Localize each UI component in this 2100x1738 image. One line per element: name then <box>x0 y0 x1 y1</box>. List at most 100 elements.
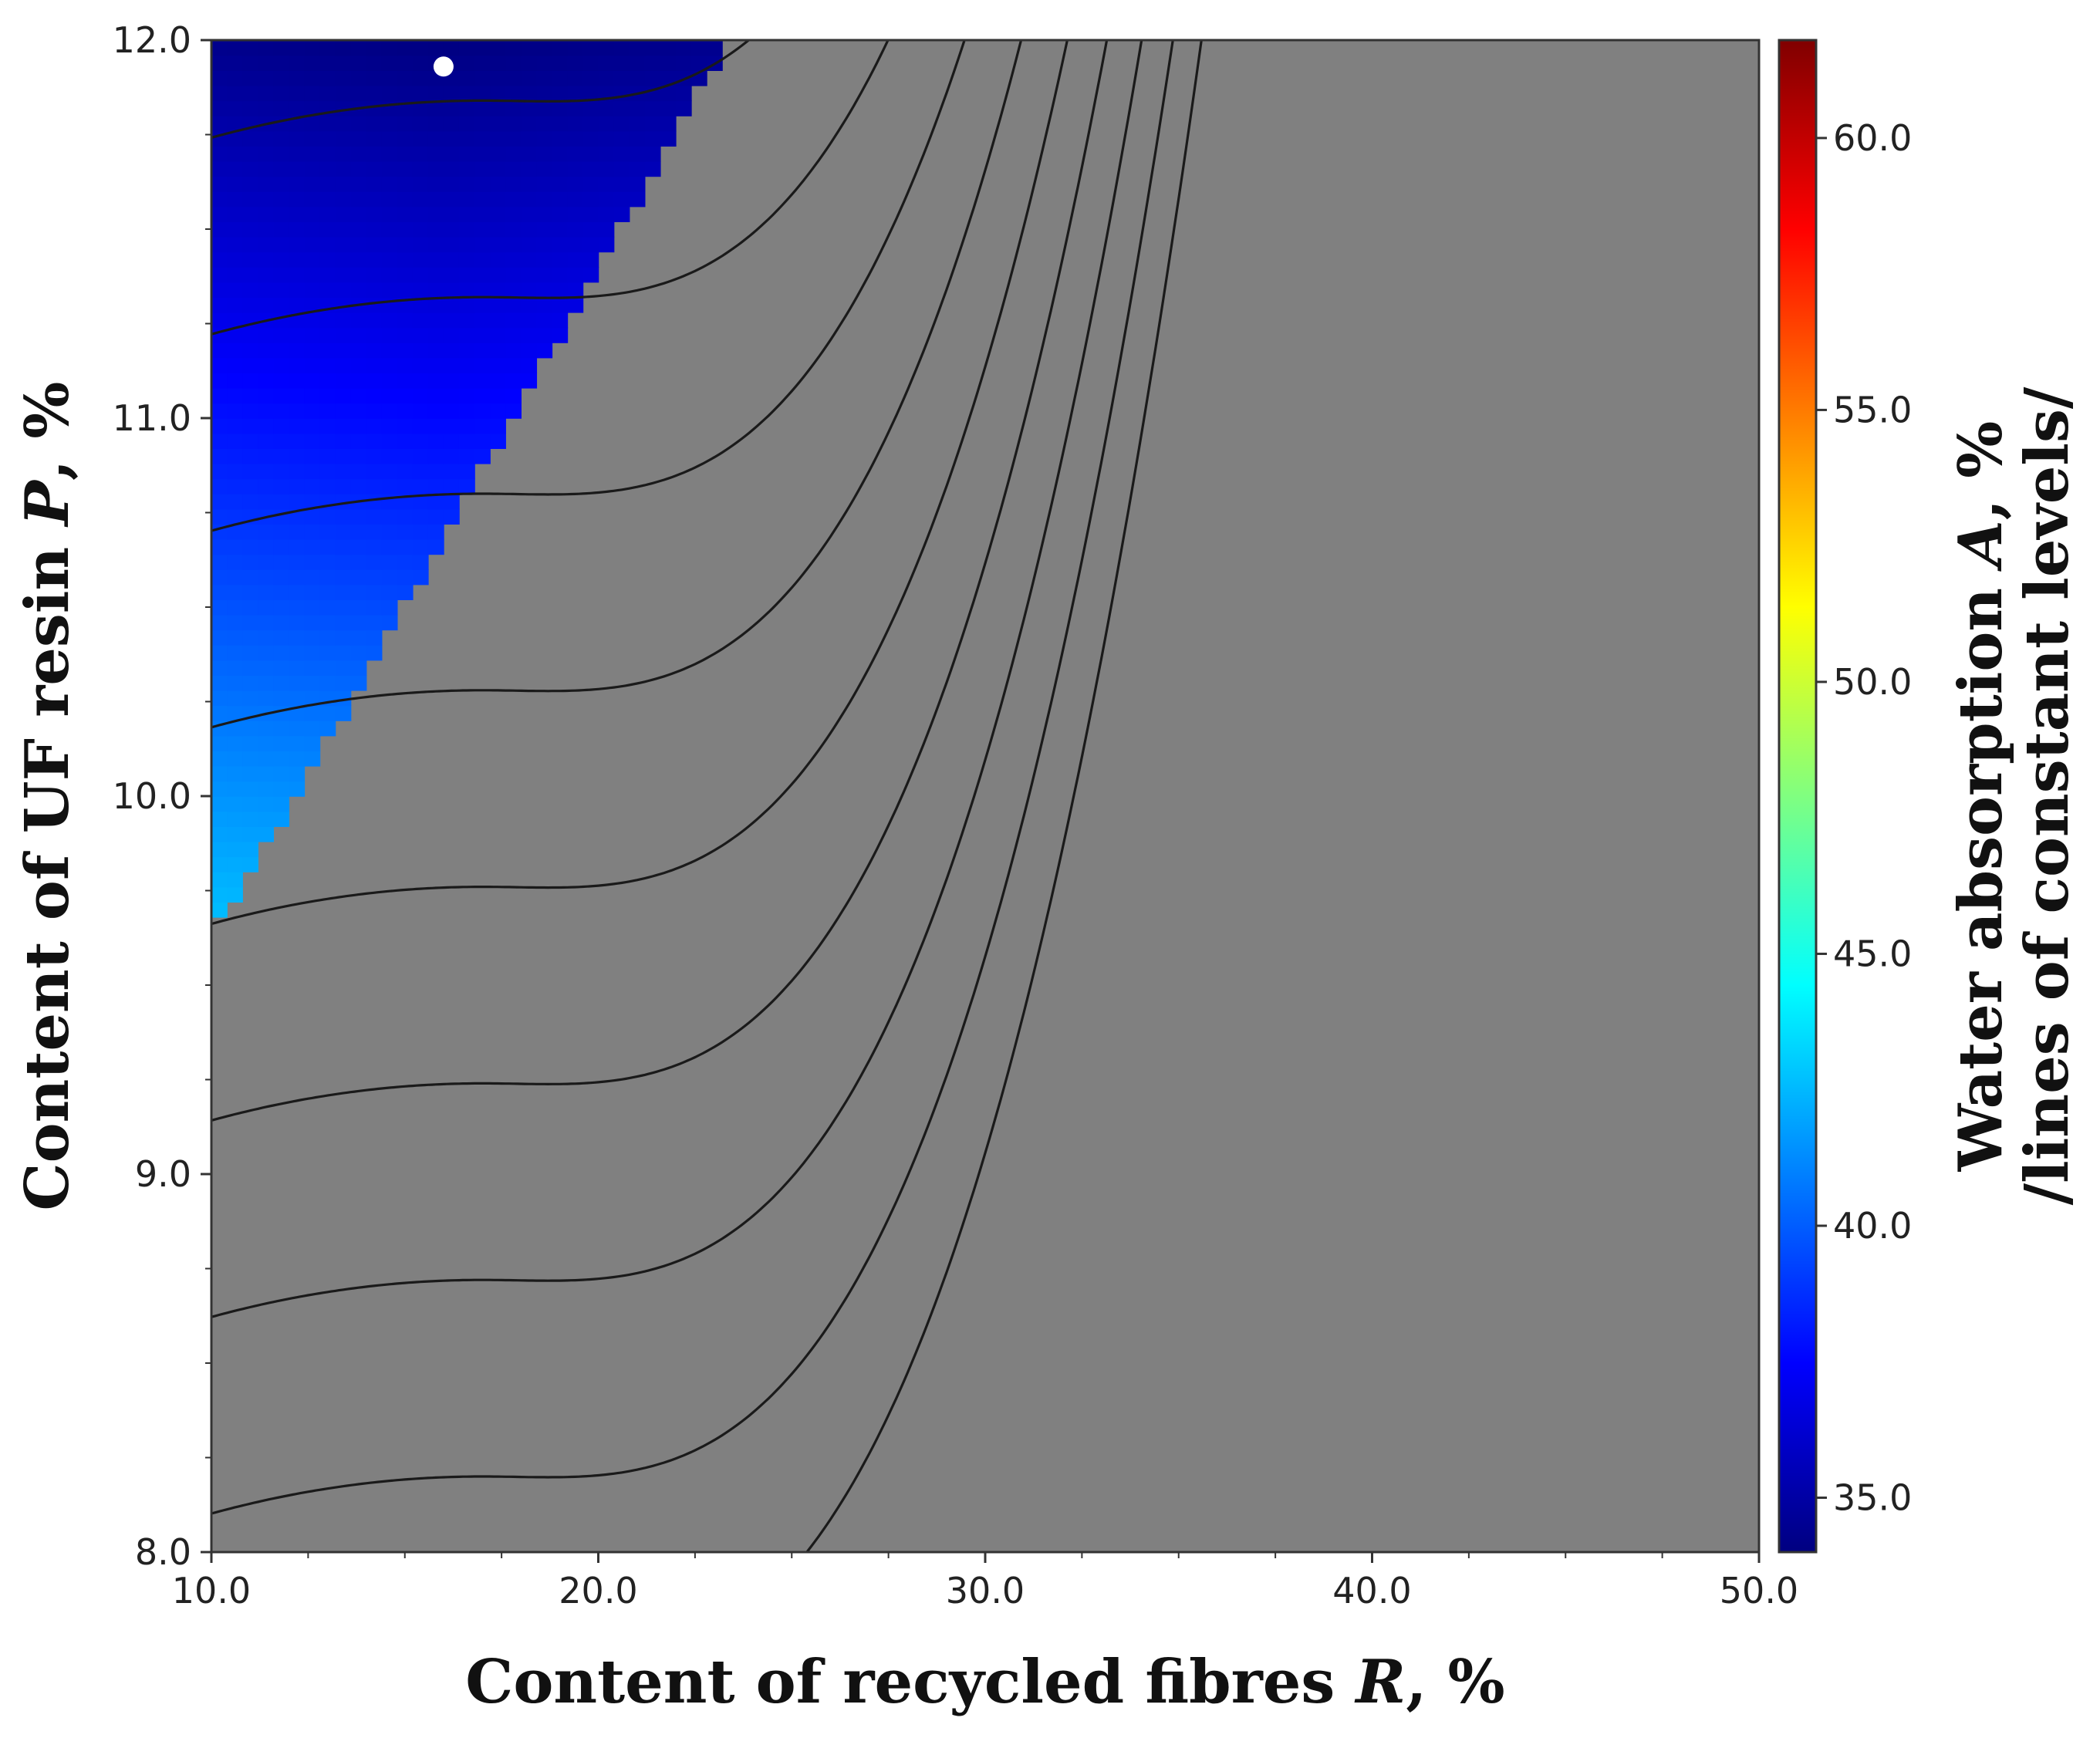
feasible-cell <box>242 130 258 147</box>
feasible-cell <box>350 70 367 86</box>
feasible-cell <box>552 100 569 116</box>
feasible-cell <box>289 781 306 797</box>
feasible-cell <box>350 569 367 586</box>
feasible-cell <box>350 660 367 676</box>
feasible-cell <box>536 251 553 268</box>
colorbar-title-unit: , % <box>1946 421 2016 520</box>
feasible-cell <box>319 463 336 480</box>
feasible-cell <box>304 508 321 525</box>
feasible-cell <box>273 40 290 56</box>
contour-line <box>211 40 890 336</box>
feasible-cell <box>366 569 383 586</box>
feasible-cell <box>227 100 243 116</box>
feasible-cell <box>258 614 275 631</box>
feasible-cell <box>613 85 630 102</box>
feasible-cell <box>582 85 599 102</box>
feasible-cell <box>427 538 444 555</box>
feasible-cell <box>335 418 352 434</box>
feasible-cell <box>490 403 506 419</box>
feasible-cell <box>304 146 321 162</box>
feasible-cell <box>258 675 275 691</box>
feasible-cell <box>211 796 228 812</box>
feasible-cell <box>289 373 306 389</box>
feasible-cell <box>258 735 275 751</box>
feasible-cell <box>258 40 275 56</box>
feasible-cell <box>350 448 367 464</box>
feasible-cell <box>427 387 444 404</box>
feasible-cell <box>660 85 677 102</box>
feasible-cell <box>273 478 290 494</box>
feasible-cell <box>474 116 491 132</box>
feasible-cell <box>211 221 228 238</box>
feasible-cell <box>242 373 258 389</box>
feasible-cell <box>227 387 243 404</box>
feasible-cell <box>273 327 290 343</box>
feasible-cell <box>273 100 290 116</box>
feasible-cell <box>289 327 306 343</box>
feasible-cell <box>381 524 398 540</box>
x-axis-title-unit: , % <box>1406 1647 1504 1717</box>
feasible-cell <box>211 765 228 782</box>
feasible-cell <box>304 100 321 116</box>
feasible-cell <box>582 130 599 147</box>
feasible-cell <box>443 282 460 298</box>
feasible-cell <box>227 70 243 86</box>
feasible-cell <box>335 236 352 253</box>
feasible-cell <box>227 538 243 555</box>
feasible-cell <box>289 433 306 449</box>
feasible-cell <box>505 251 522 268</box>
feasible-cell <box>350 463 367 480</box>
feasible-cell <box>289 614 306 631</box>
feasible-cell <box>458 191 475 208</box>
feasible-cell <box>443 343 460 359</box>
feasible-cell <box>227 221 243 238</box>
feasible-cell <box>598 191 615 208</box>
feasible-cell <box>335 478 352 494</box>
feasible-cell <box>304 554 321 570</box>
feasible-cell <box>335 629 352 646</box>
feasible-cell <box>242 811 258 827</box>
feasible-cell <box>227 494 243 510</box>
feasible-cell <box>397 463 414 480</box>
feasible-cell <box>582 55 599 71</box>
feasible-cell <box>427 100 444 116</box>
feasible-cell <box>598 55 615 71</box>
feasible-cell <box>227 569 243 586</box>
feasible-cell <box>227 599 243 616</box>
feasible-cell <box>474 236 491 253</box>
feasible-cell <box>227 721 243 737</box>
feasible-cell <box>304 130 321 147</box>
feasible-cell <box>289 267 306 283</box>
feasible-cell <box>258 796 275 812</box>
feasible-cell <box>227 448 243 464</box>
feasible-cell <box>427 85 444 102</box>
feasible-cell <box>629 55 646 71</box>
feasible-cell <box>505 70 522 86</box>
feasible-cell <box>613 40 630 56</box>
feasible-cell <box>536 130 553 147</box>
feasible-cell <box>227 872 243 888</box>
feasible-cell <box>304 645 321 661</box>
feasible-cell <box>552 70 569 86</box>
feasible-cell <box>242 327 258 343</box>
feasible-cell <box>474 146 491 162</box>
feasible-cell <box>613 100 630 116</box>
feasible-cell <box>273 357 290 373</box>
feasible-cell <box>211 116 228 132</box>
feasible-cell <box>490 387 506 404</box>
feasible-cell <box>289 160 306 177</box>
feasible-cell <box>227 660 243 676</box>
feasible-cell <box>289 191 306 208</box>
feasible-cell <box>304 584 321 600</box>
feasible-cell <box>521 236 538 253</box>
feasible-cell <box>381 614 398 631</box>
feasible-cell <box>350 403 367 419</box>
contour-line <box>211 40 1143 1318</box>
feasible-region <box>211 40 723 918</box>
feasible-cell <box>521 267 538 283</box>
feasible-cell <box>381 297 398 313</box>
feasible-cell <box>258 70 275 86</box>
feasible-cell <box>273 599 290 616</box>
feasible-cell <box>304 418 321 434</box>
feasible-cell <box>242 660 258 676</box>
